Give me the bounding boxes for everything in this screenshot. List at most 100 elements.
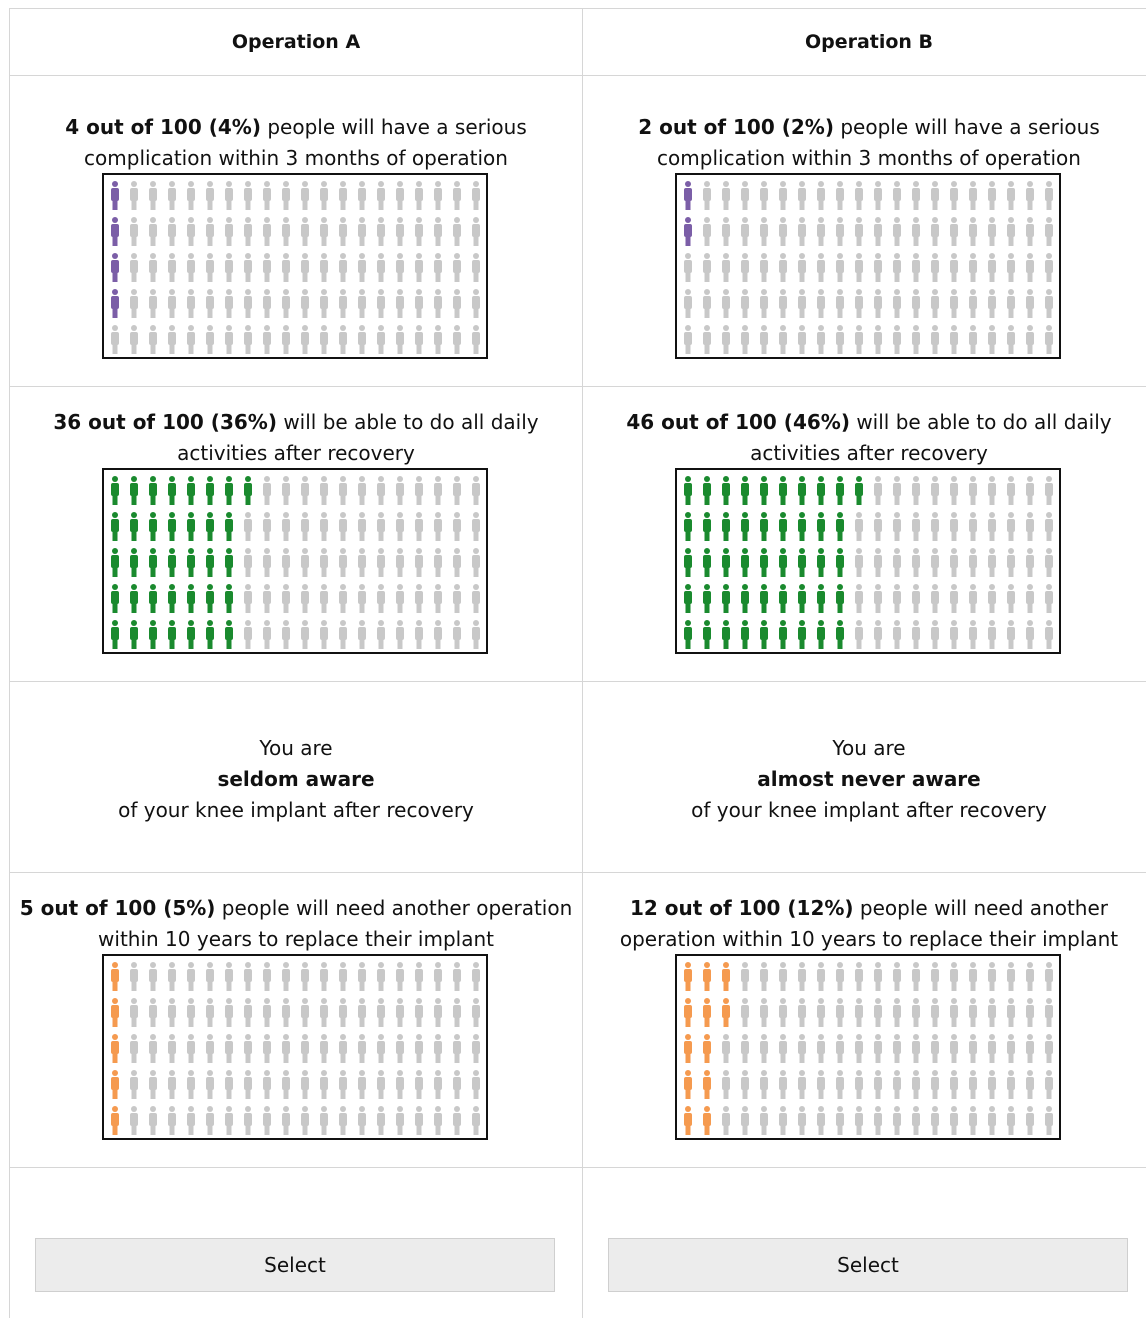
person-icon — [339, 1070, 347, 1099]
person-icon — [339, 1106, 347, 1135]
person-icon — [760, 1106, 768, 1135]
person-icon — [703, 289, 711, 318]
person-icon — [453, 998, 461, 1027]
person-icon — [282, 512, 290, 541]
activities-text-a: 36 out of 100 (36%) will be able to do a… — [10, 407, 582, 469]
person-icon — [415, 512, 423, 541]
person-icon — [893, 512, 901, 541]
person-icon — [1007, 962, 1015, 991]
person-icon — [206, 962, 214, 991]
person-icon — [684, 289, 692, 318]
select-operation-b-button[interactable]: Select — [608, 1238, 1128, 1292]
person-icon — [168, 962, 176, 991]
person-icon — [187, 289, 195, 318]
person-icon — [263, 1034, 271, 1063]
person-icon — [320, 253, 328, 282]
person-icon — [339, 512, 347, 541]
person-icon — [874, 217, 882, 246]
person-icon — [798, 548, 806, 577]
person-icon — [206, 253, 214, 282]
person-icon — [969, 325, 977, 354]
person-icon — [1045, 217, 1053, 246]
person-icon — [453, 620, 461, 649]
person-icon — [434, 253, 442, 282]
person-icon — [798, 620, 806, 649]
revision-desc-b: people will need another operation withi… — [619, 896, 1119, 951]
person-icon — [1045, 584, 1053, 613]
person-icon — [111, 1070, 119, 1099]
person-icon — [950, 476, 958, 505]
person-icon — [874, 584, 882, 613]
person-icon — [415, 253, 423, 282]
person-icon — [225, 584, 233, 613]
person-icon — [453, 181, 461, 210]
person-icon — [950, 253, 958, 282]
person-icon — [206, 289, 214, 318]
row-divider — [10, 1167, 1146, 1168]
person-icon — [779, 998, 787, 1027]
person-icon — [1007, 181, 1015, 210]
person-icon — [722, 289, 730, 318]
person-icon — [320, 962, 328, 991]
awareness-desc-b: of your knee implant after recovery — [691, 798, 1047, 822]
person-icon — [836, 1106, 844, 1135]
person-icon — [969, 512, 977, 541]
person-icon — [282, 476, 290, 505]
complication-desc-b: people will have a serious complication … — [657, 115, 1100, 170]
person-icon — [320, 1106, 328, 1135]
person-icon — [893, 620, 901, 649]
person-icon — [798, 253, 806, 282]
person-icon — [206, 1034, 214, 1063]
select-operation-a-button[interactable]: Select — [35, 1238, 555, 1292]
person-icon — [225, 325, 233, 354]
person-icon — [168, 181, 176, 210]
person-icon — [187, 584, 195, 613]
person-icon — [779, 181, 787, 210]
person-icon — [434, 1034, 442, 1063]
person-icon — [320, 584, 328, 613]
person-icon — [187, 181, 195, 210]
person-icon — [741, 289, 749, 318]
person-icon — [1026, 289, 1034, 318]
person-icon — [836, 253, 844, 282]
person-icon — [703, 1070, 711, 1099]
person-icon — [817, 1070, 825, 1099]
person-icon — [187, 962, 195, 991]
person-icon — [320, 181, 328, 210]
person-icon — [282, 181, 290, 210]
person-icon — [893, 1034, 901, 1063]
person-icon — [358, 1070, 366, 1099]
person-icon — [760, 584, 768, 613]
person-icon — [836, 476, 844, 505]
person-icon — [741, 1106, 749, 1135]
person-icon — [396, 476, 404, 505]
person-icon — [206, 476, 214, 505]
header-operation-a: Operation A — [231, 31, 361, 53]
person-icon — [969, 620, 977, 649]
person-icon — [301, 998, 309, 1027]
person-icon — [703, 584, 711, 613]
person-icon — [244, 325, 252, 354]
person-icon — [950, 548, 958, 577]
awareness-level-a: seldom aware — [217, 767, 375, 791]
person-icon — [168, 1070, 176, 1099]
person-icon — [779, 548, 787, 577]
person-icon — [817, 548, 825, 577]
person-icon — [453, 476, 461, 505]
person-icon — [931, 1106, 939, 1135]
person-icon — [893, 584, 901, 613]
person-icon — [377, 548, 385, 577]
person-icon — [1045, 998, 1053, 1027]
person-icon — [988, 1034, 996, 1063]
person-icon — [206, 548, 214, 577]
person-icon — [301, 1070, 309, 1099]
person-icon — [339, 325, 347, 354]
person-icon — [111, 289, 119, 318]
complication-text-b: 2 out of 100 (2%) people will have a ser… — [583, 112, 1146, 174]
person-icon — [149, 998, 157, 1027]
person-icon — [282, 998, 290, 1027]
person-icon — [149, 253, 157, 282]
person-icon — [817, 181, 825, 210]
person-icon — [187, 1106, 195, 1135]
person-icon — [415, 584, 423, 613]
